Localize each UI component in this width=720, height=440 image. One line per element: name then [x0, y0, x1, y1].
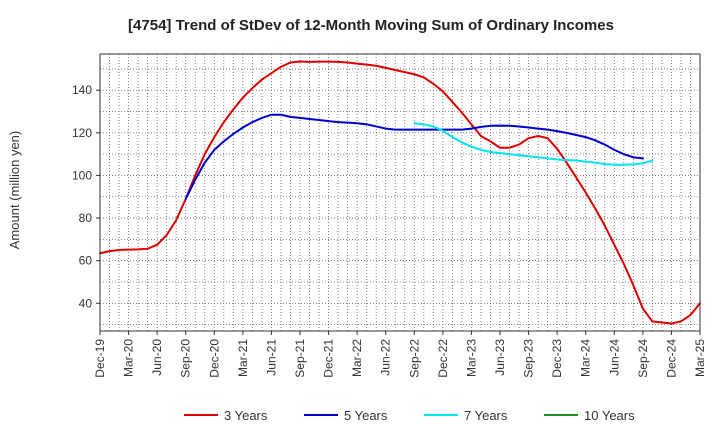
x-tick-label: Mar-20 [122, 339, 136, 377]
x-tick-label: Jun-23 [493, 339, 507, 376]
plot-area [100, 54, 700, 331]
plot-frame [99, 53, 701, 332]
grid-lines [99, 54, 701, 331]
x-tick-label: Sep-23 [522, 339, 536, 378]
y-tick-label: 140 [72, 83, 92, 97]
x-tick-label: Sep-21 [293, 339, 307, 378]
x-tick-label: Sep-24 [636, 339, 650, 378]
y-tick-label: 100 [72, 168, 92, 182]
x-tick-label: Dec-21 [322, 339, 336, 378]
legend-item: 7 Years [424, 408, 508, 423]
y-tick-label: 40 [79, 296, 93, 310]
series-layer [99, 60, 701, 325]
x-tick-label: Dec-22 [436, 339, 450, 378]
x-tick-label: Dec-19 [93, 339, 107, 378]
x-tick-label: Mar-24 [579, 339, 593, 377]
x-tick-label: Jun-24 [607, 339, 621, 376]
series-line-5-years [184, 113, 644, 200]
x-tick-label: Mar-23 [464, 339, 478, 377]
y-tick-label: 80 [79, 211, 93, 225]
x-tick-label: Sep-22 [407, 339, 421, 378]
x-tick-label: Dec-24 [664, 339, 678, 378]
legend-label: 3 Years [224, 408, 268, 423]
x-tick-label: Sep-20 [179, 339, 193, 378]
x-tick-label: Mar-22 [350, 339, 364, 377]
y-tick-label: 60 [79, 254, 93, 268]
legend-label: 10 Years [584, 408, 635, 423]
x-tick-label: Jun-22 [379, 339, 393, 376]
y-axis-label: Amount (million yen) [7, 131, 22, 250]
legend-label: 5 Years [344, 408, 388, 423]
x-tick-label: Dec-23 [550, 339, 564, 378]
chart-title: [4754] Trend of StDev of 12-Month Moving… [128, 17, 614, 34]
x-tick-label: Mar-21 [236, 339, 250, 377]
legend-item: 10 Years [544, 408, 635, 423]
series-line-3-years [99, 60, 701, 325]
plot-background [100, 54, 700, 331]
axes: 40 60 80 100 120 140 Dec-19 Mar-20 Jun-20 Sep-20 D… [72, 53, 707, 378]
legend: 3 Years 5 Years 7 Years 10 Years [184, 408, 635, 423]
x-tick-label: Jun-21 [264, 339, 278, 376]
legend-label: 7 Years [464, 408, 508, 423]
x-tick-label: Mar-25 [693, 339, 707, 377]
legend-item: 3 Years [184, 408, 268, 423]
y-tick-label: 120 [72, 126, 92, 140]
x-tick-label: Jun-20 [150, 339, 164, 376]
series-line-7-years [413, 122, 654, 166]
x-tick-label: Dec-20 [207, 339, 221, 378]
legend-item: 5 Years [304, 408, 388, 423]
